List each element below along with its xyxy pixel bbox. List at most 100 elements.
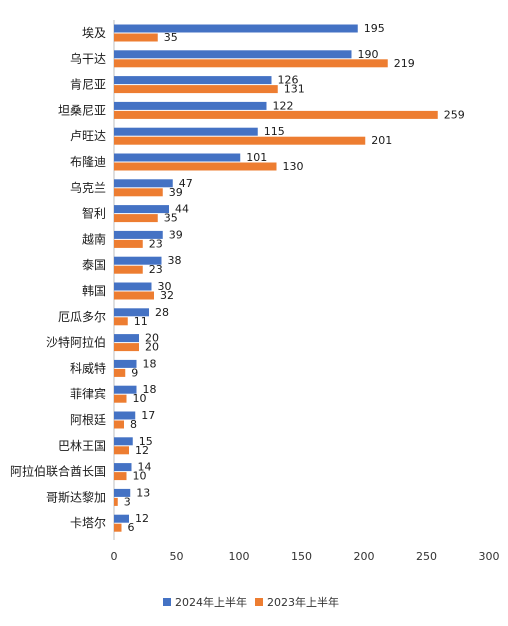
- x-tick-label: 50: [170, 550, 184, 563]
- data-label: 44: [175, 203, 189, 216]
- bar-series-2: [114, 446, 129, 455]
- bar-series-1: [114, 308, 149, 317]
- category-label: 乌干达: [70, 51, 106, 66]
- bar-series-1: [114, 76, 272, 85]
- legend-swatch: [255, 598, 263, 606]
- data-label: 122: [273, 99, 294, 112]
- data-label: 8: [130, 418, 137, 431]
- bar-series-2: [114, 523, 122, 532]
- data-label: 6: [128, 521, 135, 534]
- legend-swatch: [163, 598, 171, 606]
- data-label: 101: [246, 151, 267, 164]
- category-label: 菲律宾: [70, 386, 106, 401]
- data-label: 3: [124, 495, 131, 508]
- data-label: 201: [371, 134, 392, 147]
- bar-series-2: [114, 265, 143, 274]
- bar-series-2: [114, 85, 278, 94]
- data-label: 10: [133, 392, 147, 405]
- category-label: 巴林王国: [58, 439, 106, 453]
- category-label: 哥斯达黎加: [46, 490, 106, 504]
- bar-series-1: [114, 127, 258, 136]
- category-label: 厄瓜多尔: [58, 309, 106, 324]
- data-label: 32: [160, 289, 174, 302]
- category-label: 阿拉伯联合酋长国: [10, 464, 106, 479]
- category-label: 埃及: [82, 26, 106, 40]
- bar-series-2: [114, 214, 158, 223]
- bar-series-2: [114, 343, 139, 352]
- data-label: 12: [135, 444, 149, 457]
- data-label: 131: [284, 83, 305, 96]
- data-label: 15: [139, 435, 153, 448]
- bar-series-1: [114, 488, 131, 497]
- bar-series-2: [114, 162, 277, 171]
- bar-series-2: [114, 239, 143, 248]
- data-label: 259: [444, 108, 465, 121]
- category-label: 泰国: [82, 258, 106, 272]
- bar-series-1: [114, 50, 352, 59]
- category-label: 智利: [82, 206, 106, 221]
- bar-series-1: [114, 101, 267, 110]
- category-label: 越南: [82, 231, 106, 246]
- category-label: 韩国: [82, 283, 106, 298]
- data-label: 126: [278, 74, 299, 87]
- data-label: 13: [136, 486, 150, 499]
- bar-series-2: [114, 317, 128, 326]
- bar-series-2: [114, 59, 388, 68]
- bar-series-2: [114, 368, 126, 377]
- data-label: 20: [145, 332, 159, 345]
- data-label: 18: [143, 383, 157, 396]
- data-label: 35: [164, 212, 178, 225]
- bar-series-1: [114, 256, 162, 265]
- data-label: 115: [264, 125, 285, 138]
- x-tick-label: 0: [111, 550, 118, 563]
- category-label: 阿根廷: [70, 413, 106, 427]
- bar-series-1: [114, 514, 129, 523]
- category-label: 乌克兰: [70, 180, 106, 195]
- x-tick-label: 200: [354, 550, 375, 563]
- x-tick-label: 150: [291, 550, 312, 563]
- data-label: 10: [133, 470, 147, 483]
- bar-series-1: [114, 179, 173, 188]
- bar-series-2: [114, 472, 127, 481]
- bar-series-1: [114, 463, 132, 472]
- data-label: 39: [169, 228, 183, 241]
- data-label: 14: [138, 461, 152, 474]
- bar-series-2: [114, 497, 118, 506]
- category-label: 布隆迪: [70, 154, 106, 169]
- data-label: 130: [283, 160, 304, 173]
- bar-series-1: [114, 282, 152, 291]
- category-label: 坦桑尼亚: [58, 103, 106, 117]
- bar-series-1: [114, 359, 137, 368]
- data-label: 190: [358, 48, 379, 61]
- bar-series-2: [114, 110, 438, 119]
- category-label: 沙特阿拉伯: [46, 335, 106, 350]
- x-tick-label: 100: [229, 550, 250, 563]
- data-label: 20: [145, 341, 159, 354]
- bar-series-2: [114, 394, 127, 403]
- bar-series-1: [114, 385, 137, 394]
- bar-series-1: [114, 334, 139, 343]
- bar-series-1: [114, 437, 133, 446]
- data-label: 12: [135, 512, 149, 525]
- data-label: 195: [364, 22, 385, 35]
- data-label: 35: [164, 31, 178, 44]
- bar-series-2: [114, 188, 163, 197]
- bar-series-1: [114, 411, 136, 420]
- data-label: 23: [149, 237, 163, 250]
- bar-series-2: [114, 420, 124, 429]
- bar-series-1: [114, 230, 163, 239]
- data-label: 47: [179, 177, 193, 190]
- data-label: 219: [394, 57, 415, 70]
- data-label: 39: [169, 186, 183, 199]
- data-label: 11: [134, 315, 148, 328]
- category-label: 肯尼亚: [70, 78, 106, 92]
- x-tick-label: 300: [479, 550, 500, 563]
- data-label: 17: [141, 409, 155, 422]
- data-label: 38: [168, 254, 182, 267]
- bar-series-2: [114, 291, 154, 300]
- data-label: 18: [143, 357, 157, 370]
- bar-series-1: [114, 24, 358, 33]
- data-label: 28: [155, 306, 169, 319]
